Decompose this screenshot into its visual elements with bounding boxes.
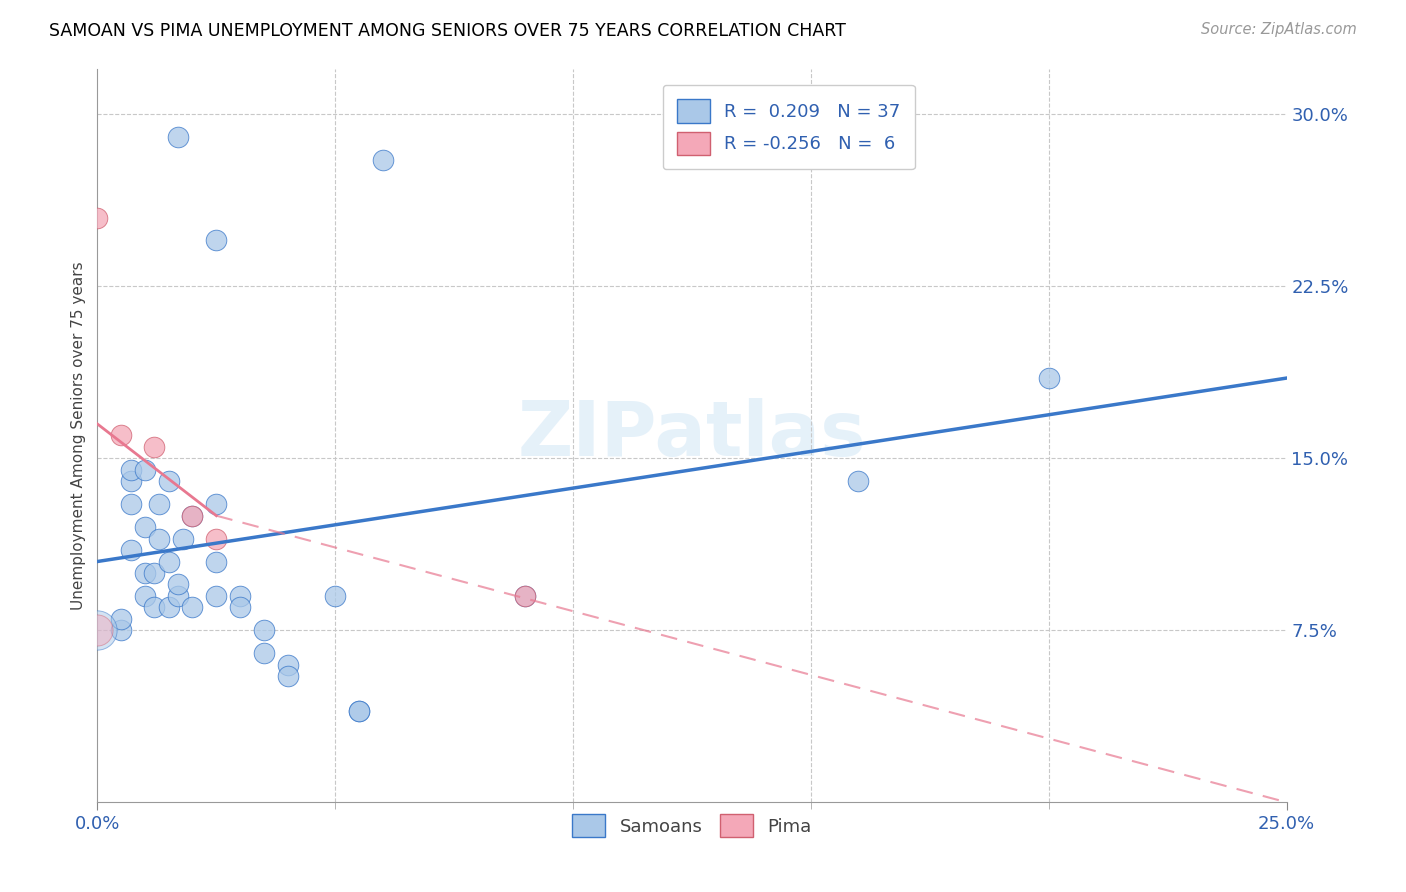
- Point: [148, 497, 170, 511]
- Point: [371, 153, 394, 168]
- Point: [148, 532, 170, 546]
- Point: [205, 589, 228, 603]
- Point: [205, 497, 228, 511]
- Point: [205, 532, 228, 546]
- Point: [157, 554, 180, 568]
- Point: [167, 589, 190, 603]
- Point: [157, 475, 180, 489]
- Point: [347, 704, 370, 718]
- Y-axis label: Unemployment Among Seniors over 75 years: Unemployment Among Seniors over 75 years: [72, 261, 86, 610]
- Point: [86, 624, 108, 638]
- Point: [143, 440, 166, 454]
- Point: [181, 508, 204, 523]
- Point: [134, 463, 156, 477]
- Text: Source: ZipAtlas.com: Source: ZipAtlas.com: [1201, 22, 1357, 37]
- Point: [1038, 371, 1060, 385]
- Point: [86, 211, 108, 225]
- Point: [134, 566, 156, 580]
- Point: [134, 520, 156, 534]
- Point: [181, 508, 204, 523]
- Point: [172, 532, 194, 546]
- Point: [205, 234, 228, 248]
- Point: [181, 600, 204, 615]
- Point: [120, 497, 142, 511]
- Point: [143, 600, 166, 615]
- Point: [277, 669, 299, 683]
- Point: [110, 428, 132, 442]
- Point: [253, 646, 276, 660]
- Point: [848, 475, 870, 489]
- Point: [134, 589, 156, 603]
- Point: [277, 657, 299, 672]
- Point: [515, 589, 537, 603]
- Point: [120, 475, 142, 489]
- Point: [323, 589, 346, 603]
- Point: [347, 704, 370, 718]
- Point: [205, 554, 228, 568]
- Point: [167, 577, 190, 591]
- Point: [110, 624, 132, 638]
- Point: [86, 624, 108, 638]
- Text: ZIPatlas: ZIPatlas: [517, 399, 866, 473]
- Point: [229, 589, 252, 603]
- Legend: Samoans, Pima: Samoans, Pima: [565, 807, 818, 845]
- Point: [143, 566, 166, 580]
- Point: [110, 612, 132, 626]
- Text: SAMOAN VS PIMA UNEMPLOYMENT AMONG SENIORS OVER 75 YEARS CORRELATION CHART: SAMOAN VS PIMA UNEMPLOYMENT AMONG SENIOR…: [49, 22, 846, 40]
- Point: [120, 463, 142, 477]
- Point: [157, 600, 180, 615]
- Point: [167, 130, 190, 145]
- Point: [229, 600, 252, 615]
- Point: [120, 543, 142, 558]
- Point: [515, 589, 537, 603]
- Point: [253, 624, 276, 638]
